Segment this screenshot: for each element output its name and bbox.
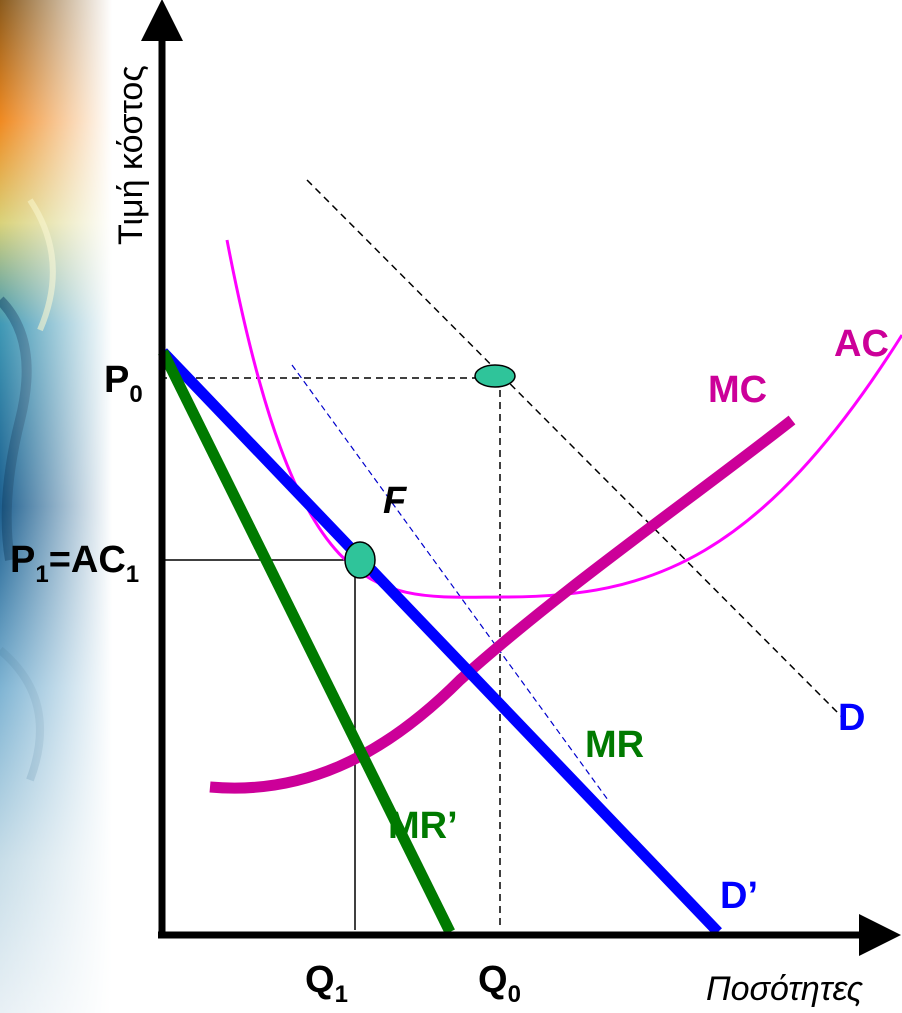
y-axis-title: Τιμή κόστος xyxy=(112,65,150,245)
ac-curve xyxy=(225,239,902,599)
x-axis-title: Ποσότητες xyxy=(706,970,864,1008)
price-label-p0: P0 xyxy=(104,359,143,408)
q0-subscript: 0 xyxy=(508,981,521,1008)
label-f: F xyxy=(383,480,408,522)
mr-prime-line xyxy=(158,349,455,935)
q1-letter: Q xyxy=(305,959,335,1001)
q1-subscript: 1 xyxy=(335,981,348,1008)
label-d: D xyxy=(838,697,865,739)
point-f xyxy=(344,541,376,579)
point-p0-q0 xyxy=(474,364,516,388)
mr-line xyxy=(291,364,609,801)
q0-letter: Q xyxy=(478,959,508,1001)
mc-curve xyxy=(209,415,796,794)
quantity-label-q1: Q1 xyxy=(305,959,348,1008)
price-label-p1: P1=AC1 xyxy=(10,539,139,588)
label-d-prime: D’ xyxy=(720,875,758,917)
p0-letter: P xyxy=(104,359,129,401)
demand-d-line xyxy=(306,179,846,721)
p1-letter: P xyxy=(10,539,35,581)
quantity-label-q0: Q0 xyxy=(478,959,521,1008)
p0-subscript: 0 xyxy=(129,381,142,408)
label-mc: MC xyxy=(708,369,767,411)
demand-d-prime-line xyxy=(159,348,722,936)
ac1-subscript: 1 xyxy=(126,561,139,588)
label-mr: MR xyxy=(585,724,644,766)
p1-subscript: 1 xyxy=(35,561,48,588)
label-ac: AC xyxy=(834,323,889,365)
label-mr-prime: MR’ xyxy=(388,805,458,847)
decorative-side-banner xyxy=(0,0,112,1013)
p1-ac-text: =AC xyxy=(49,539,126,581)
